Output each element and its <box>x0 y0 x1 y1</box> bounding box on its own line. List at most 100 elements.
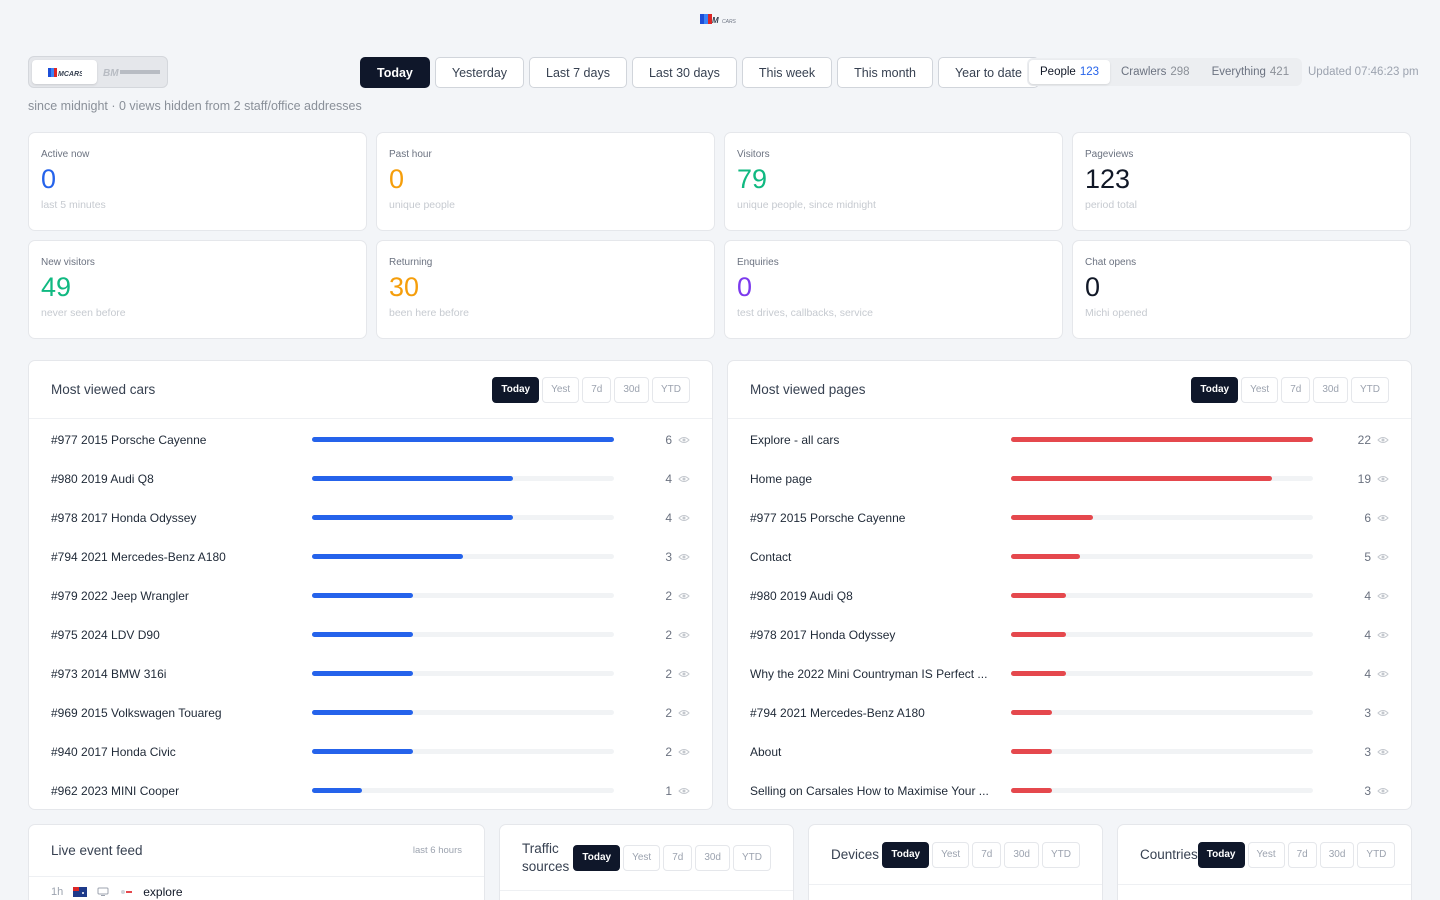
cars-tab-30d[interactable]: 30d <box>614 376 649 403</box>
event-time: 1h <box>51 886 64 898</box>
period-subtitle: since midnight · 0 views hidden from 2 s… <box>28 99 362 113</box>
list-item[interactable]: #980 2019 Audi Q8 4 <box>728 576 1411 615</box>
feed-event[interactable]: 1h explore <box>51 885 183 899</box>
list-item[interactable]: #975 2024 LDV D90 2 <box>29 615 712 654</box>
bar-track <box>312 554 614 559</box>
range-tab-last-30-days[interactable]: Last 30 days <box>631 57 737 88</box>
view-count: 3 <box>1364 783 1371 798</box>
list-item[interactable]: #794 2021 Mercedes-Benz A180 3 <box>29 537 712 576</box>
list-item[interactable]: Explore - all cars 22 <box>728 420 1411 459</box>
stat-label: Returning <box>389 257 433 268</box>
stat-note: unique people <box>389 199 455 212</box>
list-item[interactable]: #962 2023 MINI Cooper 1 <box>29 771 712 809</box>
list-item[interactable]: #973 2014 BMW 316i 2 <box>29 654 712 693</box>
stat-note: period total <box>1085 199 1137 212</box>
pages-tab-today[interactable]: Today <box>1191 376 1239 403</box>
countries-range-tabs: Today Yest 7d 30d YTD <box>1197 841 1396 868</box>
bar-track <box>1011 476 1313 481</box>
item-label: #973 2014 BMW 316i <box>51 666 167 681</box>
cars-tab-today[interactable]: Today <box>492 376 540 403</box>
countries-tab-ytd[interactable]: YTD <box>1357 841 1396 868</box>
bar-fill <box>1011 788 1053 793</box>
view-count: 2 <box>665 744 672 759</box>
bar-fill <box>312 749 413 754</box>
list-item[interactable]: #978 2017 Honda Odyssey 4 <box>29 498 712 537</box>
cars-tab-yest[interactable]: Yest <box>542 376 580 403</box>
stat-note: Michi opened <box>1085 307 1148 320</box>
traffic-tab-30d[interactable]: 30d <box>695 844 730 871</box>
cars-tab-7d[interactable]: 7d <box>582 376 612 403</box>
audience-count: 123 <box>1079 66 1099 78</box>
list-item[interactable]: #980 2019 Audi Q8 4 <box>29 459 712 498</box>
stat-note: test drives, callbacks, service <box>737 307 873 320</box>
countries-tab-yest[interactable]: Yest <box>1247 841 1285 868</box>
view-count: 2 <box>665 627 672 642</box>
pages-tab-yest[interactable]: Yest <box>1241 376 1279 403</box>
traffic-range-tabs: Today Yest 7d 30d YTD <box>573 844 771 871</box>
audience-people[interactable]: People 123 <box>1029 60 1110 84</box>
cars-tab-ytd[interactable]: YTD <box>652 376 690 403</box>
list-item[interactable]: About 3 <box>728 732 1411 771</box>
devices-panel: Devices Today Yest 7d 30d YTD <box>808 824 1103 900</box>
brand-option-bm[interactable]: BM <box>99 60 164 84</box>
stat-label: Visitors <box>737 149 770 160</box>
devices-tab-ytd[interactable]: YTD <box>1042 841 1080 868</box>
view-count: 19 <box>1357 471 1371 486</box>
eye-icon <box>1377 436 1389 443</box>
bar-fill <box>312 437 614 442</box>
list-item[interactable]: Home page 19 <box>728 459 1411 498</box>
countries-tab-7d[interactable]: 7d <box>1287 841 1317 868</box>
devices-tab-7d[interactable]: 7d <box>972 841 1002 868</box>
bar-fill <box>1011 554 1080 559</box>
list-item[interactable]: #977 2015 Porsche Cayenne 6 <box>29 420 712 459</box>
list-item[interactable]: #979 2022 Jeep Wrangler 2 <box>29 576 712 615</box>
list-item[interactable]: #794 2021 Mercedes-Benz A180 3 <box>728 693 1411 732</box>
range-tab-today[interactable]: Today <box>360 57 430 88</box>
stat-card-returning: Returning 30 been here before <box>376 240 715 339</box>
pages-tab-ytd[interactable]: YTD <box>1351 376 1389 403</box>
view-count: 4 <box>665 510 672 525</box>
range-tab-this-month[interactable]: This month <box>837 57 933 88</box>
panel-title: Live event feed <box>51 843 143 858</box>
brand-option-mcars[interactable]: MCARS <box>32 60 97 84</box>
item-label: Why the 2022 Mini Countryman IS Perfect … <box>750 666 988 681</box>
range-tab-last-7-days[interactable]: Last 7 days <box>529 57 627 88</box>
devices-tab-today[interactable]: Today <box>882 841 930 868</box>
list-item[interactable]: Contact 5 <box>728 537 1411 576</box>
audience-count: 421 <box>1269 66 1290 78</box>
traffic-tab-ytd[interactable]: YTD <box>733 844 771 871</box>
devices-tab-yest[interactable]: Yest <box>932 841 970 868</box>
range-tab-this-week[interactable]: This week <box>741 57 833 88</box>
eye-icon <box>1377 631 1389 638</box>
list-item[interactable]: #978 2017 Honda Odyssey 4 <box>728 615 1411 654</box>
countries-tab-30d[interactable]: 30d <box>1319 841 1355 868</box>
range-tab-year-to-date[interactable]: Year to date <box>937 57 1039 88</box>
pages-tab-30d[interactable]: 30d <box>1313 376 1348 403</box>
pages-tab-7d[interactable]: 7d <box>1281 376 1311 403</box>
list-item[interactable]: #977 2015 Porsche Cayenne 6 <box>728 498 1411 537</box>
view-count: 2 <box>665 588 672 603</box>
eye-icon <box>1377 709 1389 716</box>
audience-everything[interactable]: Everything 421 <box>1201 60 1301 84</box>
traffic-tab-yest[interactable]: Yest <box>623 844 661 871</box>
list-item[interactable]: Why the 2022 Mini Countryman IS Perfect … <box>728 654 1411 693</box>
bar-fill <box>1011 437 1313 442</box>
devices-tab-30d[interactable]: 30d <box>1004 841 1039 868</box>
eye-icon <box>678 631 690 638</box>
item-label: Contact <box>750 549 792 564</box>
list-item[interactable]: #940 2017 Honda Civic 2 <box>29 732 712 771</box>
bar-fill <box>1011 593 1066 598</box>
traffic-tab-today[interactable]: Today <box>573 844 621 871</box>
list-item[interactable]: #969 2015 Volkswagen Touareg 2 <box>29 693 712 732</box>
range-tab-yesterday[interactable]: Yesterday <box>434 57 525 88</box>
stat-value: 0 <box>389 164 405 194</box>
eye-icon <box>678 709 690 716</box>
stat-note: been here before <box>389 307 469 320</box>
countries-tab-today[interactable]: Today <box>1197 841 1245 868</box>
audience-crawlers[interactable]: Crawlers 298 <box>1110 60 1201 84</box>
traffic-tab-7d[interactable]: 7d <box>663 844 693 871</box>
bar-fill <box>312 710 413 715</box>
bar-fill <box>312 788 363 793</box>
list-item[interactable]: Selling on Carsales How to Maximise Your… <box>728 771 1411 809</box>
bar-track <box>312 632 614 637</box>
